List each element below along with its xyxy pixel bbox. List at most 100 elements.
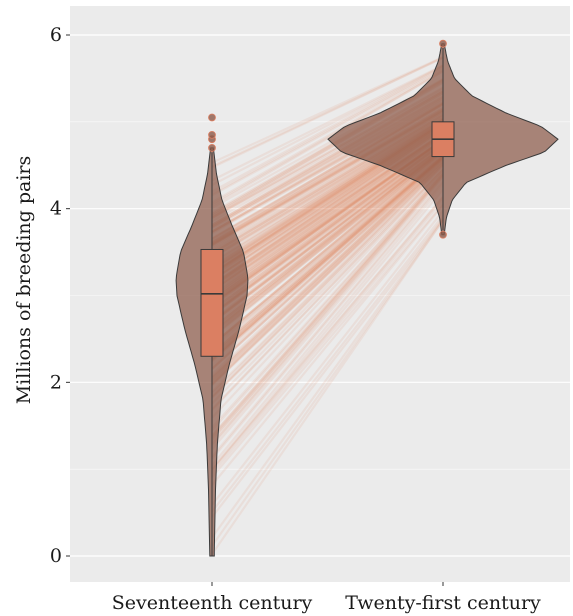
paired-line (211, 168, 444, 405)
paired-line (211, 196, 444, 472)
paired-line (211, 154, 444, 355)
paired-line (211, 174, 444, 444)
paired-line (211, 152, 444, 347)
paired-line (211, 147, 444, 326)
paired-line (211, 157, 444, 366)
paired-line (211, 175, 444, 446)
paired-line (211, 150, 444, 338)
paired-line (211, 150, 444, 346)
paired-line (211, 150, 444, 346)
box-seventeenth-century (200, 248, 224, 357)
paired-line (211, 163, 444, 386)
paired-line (211, 180, 444, 458)
paired-line (211, 164, 444, 398)
paired-line (211, 173, 444, 439)
outlier-point (439, 230, 447, 239)
paired-line (211, 148, 444, 332)
paired-line (211, 66, 444, 195)
paired-line (211, 214, 444, 513)
paired-line (211, 160, 444, 382)
paired-line (211, 184, 444, 467)
paired-line (211, 171, 444, 432)
paired-line (211, 158, 444, 371)
paired-line (211, 218, 444, 539)
plot-panel (70, 6, 570, 582)
paired-line (211, 155, 444, 358)
paired-line (211, 64, 444, 193)
paired-line (211, 199, 444, 475)
paired-line (211, 156, 444, 361)
paired-line (211, 158, 444, 370)
paired-line (211, 168, 444, 411)
paired-line (211, 173, 444, 440)
paired-line (211, 155, 444, 360)
paired-line (211, 182, 444, 460)
paired-line (211, 155, 444, 358)
paired-line (211, 154, 444, 355)
x-tick-label: Seventeenth century (112, 592, 313, 614)
paired-line (211, 150, 444, 339)
paired-line (211, 147, 444, 329)
paired-line (211, 151, 444, 346)
paired-line (211, 156, 444, 363)
paired-line (211, 219, 444, 547)
paired-line (211, 203, 444, 478)
paired-line (211, 64, 444, 187)
paired-line (211, 159, 444, 379)
paired-line (211, 156, 444, 362)
outlier-point (439, 39, 447, 48)
paired-line (211, 56, 444, 169)
paired-line (211, 188, 444, 470)
paired-line (211, 210, 444, 506)
paired-line (211, 172, 444, 437)
paired-line (211, 149, 444, 336)
y-axis-title: Millions of breeding pairs (13, 156, 35, 405)
paired-line (211, 156, 444, 360)
outlier-point (208, 113, 216, 122)
paired-line (211, 169, 444, 419)
paired-line (211, 156, 444, 361)
y-tick-label: 6 (50, 24, 62, 46)
paired-line (211, 149, 444, 337)
paired-line (211, 148, 444, 332)
paired-line (211, 164, 444, 395)
paired-line (211, 165, 444, 398)
x-axis: Seventeenth century Twenty-first century (112, 582, 541, 614)
paired-line (211, 68, 444, 204)
paired-line (211, 154, 444, 355)
paired-line (211, 161, 444, 383)
paired-line (211, 171, 444, 429)
outlier-point (208, 130, 216, 139)
y-tick-label: 2 (50, 371, 62, 393)
y-tick-label: 0 (50, 545, 62, 567)
paired-line (211, 176, 444, 447)
boxplots (200, 48, 455, 556)
paired-line (211, 162, 444, 385)
paired-line (211, 204, 444, 486)
paired-line (211, 70, 444, 206)
paired-line (211, 148, 444, 335)
paired-line (211, 147, 444, 330)
paired-line (211, 174, 444, 441)
paired-line (211, 156, 444, 361)
paired-line (211, 178, 444, 451)
paired-line (211, 168, 444, 410)
x-tick-label: Twenty-first century (345, 592, 541, 614)
paired-line (211, 150, 444, 339)
outlier-points (208, 39, 447, 239)
y-tick-label: 4 (50, 198, 62, 220)
paired-line (211, 157, 444, 369)
gridlines (70, 34, 570, 557)
paired-line (211, 162, 444, 386)
paired-line (211, 64, 444, 182)
outlier-point (208, 143, 216, 152)
paired-line (211, 146, 444, 324)
paired-line (211, 162, 444, 385)
paired-line (211, 155, 444, 360)
paired-line (211, 153, 444, 348)
paired-line (211, 153, 444, 351)
paired-line (211, 70, 444, 207)
paired-line (211, 157, 444, 363)
paired-line (211, 56, 444, 168)
